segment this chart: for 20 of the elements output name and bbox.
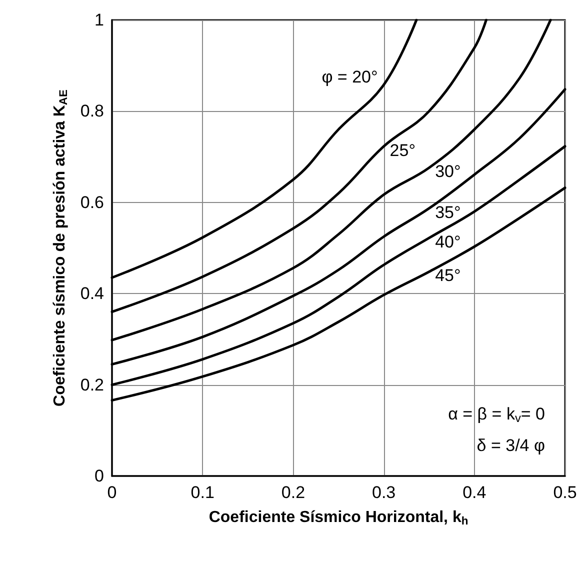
series-label: 45° <box>435 266 461 286</box>
y-tick-label: 0.4 <box>80 284 104 304</box>
series-label: 35° <box>435 202 461 222</box>
y-tick-label: 1 <box>94 10 104 30</box>
series-label: 40° <box>435 232 461 252</box>
y-tick-label: 0.2 <box>80 375 104 394</box>
series-label: 30° <box>435 162 461 182</box>
x-tick-label: 0.4 <box>462 483 486 502</box>
y-axis-title: Coeficiente sísmico de presión activa KAE <box>51 88 70 406</box>
x-tick-label: 0.3 <box>372 483 396 502</box>
x-tick-label: 0.2 <box>281 483 306 502</box>
series-label: 25° <box>390 140 416 160</box>
y-tick-label: 0.8 <box>80 102 104 121</box>
y-tick-label: 0 <box>94 466 104 486</box>
y-tick-label: 0.6 <box>80 192 104 212</box>
x-tick-label: 0.5 <box>553 483 577 502</box>
x-tick-label: 0 <box>107 483 117 502</box>
annotation: δ = 3/4 φ <box>476 436 546 455</box>
x-tick-label: 0.1 <box>190 483 214 502</box>
series-label: φ = 20° <box>322 67 378 86</box>
